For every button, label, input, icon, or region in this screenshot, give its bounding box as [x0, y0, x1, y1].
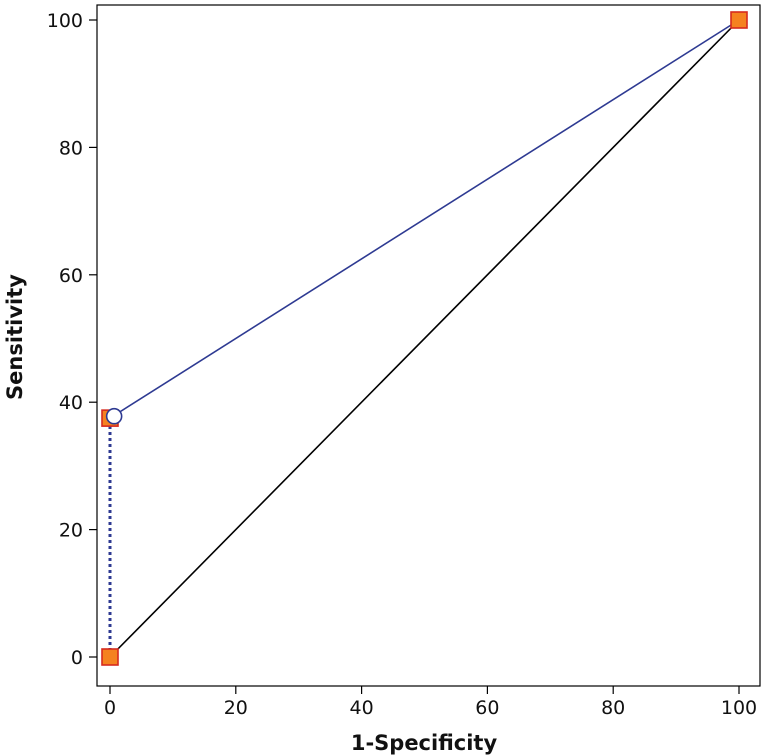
x-tick-label: 20 — [224, 697, 248, 719]
square-point-marker — [730, 11, 748, 29]
reference-diagonal-line — [109, 19, 740, 658]
y-tick-label: 60 — [59, 265, 83, 287]
plot-frame — [96, 4, 761, 687]
square-point-marker — [101, 648, 119, 666]
x-tick-label: 40 — [350, 697, 374, 719]
y-axis-ticks: 0 20 40 60 80 100 — [47, 10, 97, 669]
y-tick-label: 20 — [59, 520, 83, 542]
x-axis-ticks: 0 20 40 60 80 100 — [104, 686, 757, 719]
x-tick-label: 80 — [601, 697, 625, 719]
y-tick-label: 80 — [59, 137, 83, 159]
y-tick-label: 0 — [71, 647, 83, 669]
marker-layer — [101, 11, 748, 666]
x-tick-label: 60 — [475, 697, 499, 719]
series-layer — [108, 19, 740, 658]
y-axis-title: Sensitivity — [3, 274, 27, 400]
x-axis-title: 1-Specificity — [351, 731, 498, 755]
y-tick-label: 40 — [59, 392, 83, 414]
x-tick-label: 100 — [721, 697, 757, 719]
roc-curve-line — [109, 19, 740, 419]
operating-point-marker — [105, 407, 123, 425]
y-tick-label: 100 — [47, 10, 83, 32]
x-tick-label: 0 — [104, 697, 116, 719]
